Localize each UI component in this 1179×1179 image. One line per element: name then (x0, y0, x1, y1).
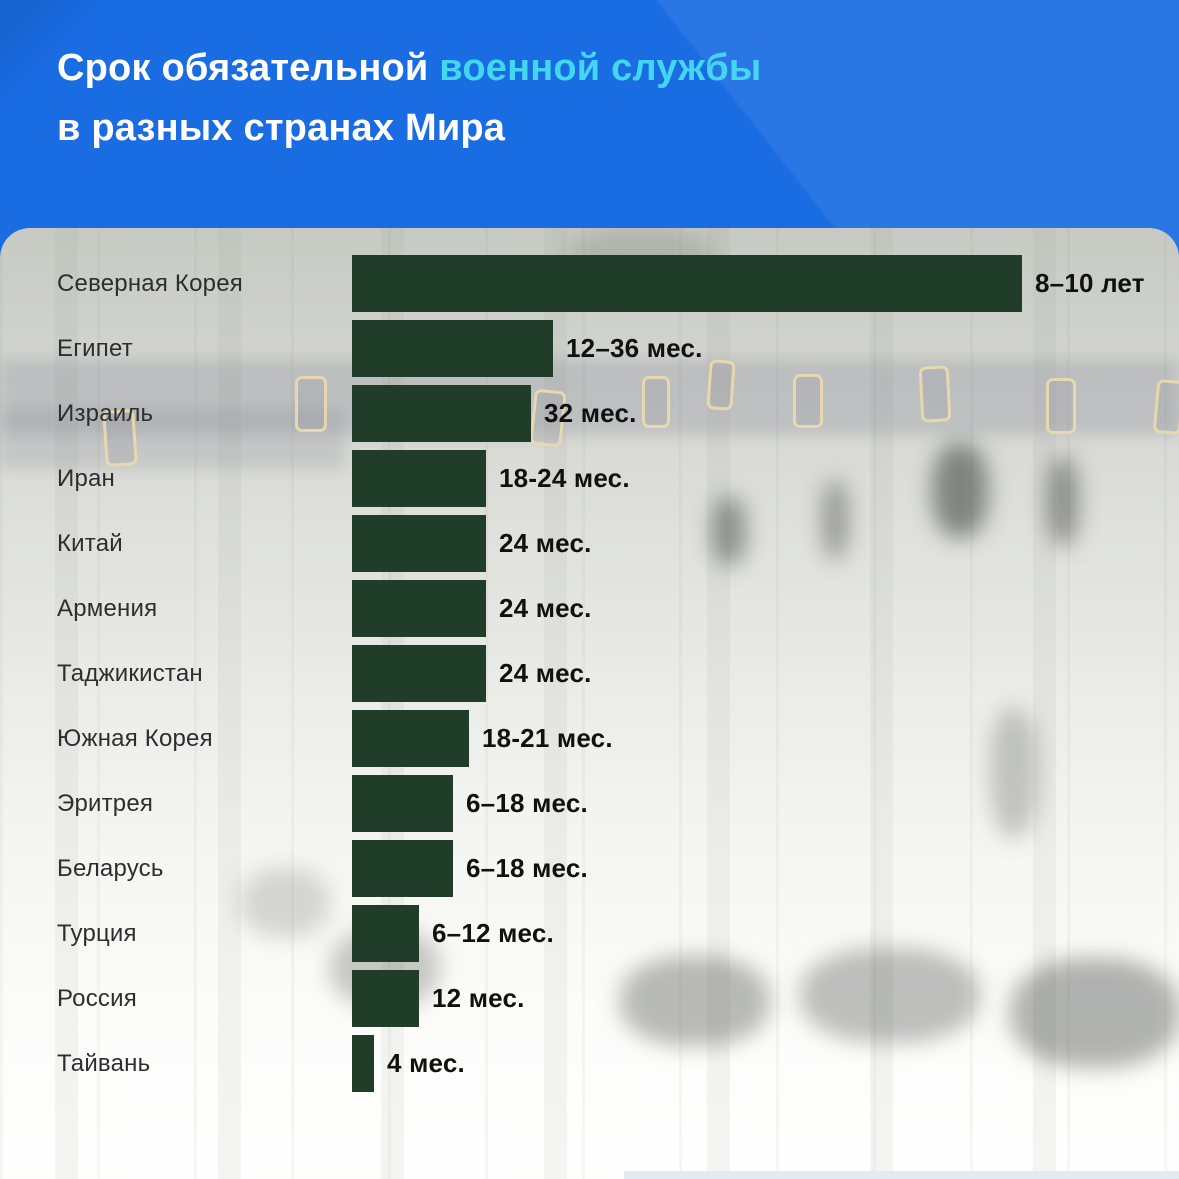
chart-card: Северная Корея 8–10 лет Египет 12–36 мес… (0, 228, 1179, 1179)
duration-bar (352, 710, 469, 767)
title-line2: в разных странах Мира (57, 107, 506, 149)
photo-streaks-decor (0, 228, 1179, 1179)
belt-buckle-decor (1046, 378, 1076, 434)
duration-value-label: 4 мес. (387, 1048, 465, 1078)
country-label: Россия (57, 984, 137, 1012)
chart-row: Северная Корея 8–10 лет (0, 251, 1179, 316)
duration-value-label: 12 мес. (432, 983, 525, 1013)
duration-bar (352, 970, 419, 1027)
belt-buckle-decor (642, 376, 670, 428)
country-label: Армения (57, 594, 158, 622)
duration-bar (352, 255, 1022, 312)
bar-area: 18-24 мес. (352, 450, 630, 507)
duration-value-label: 24 мес. (499, 528, 592, 558)
country-label: Эритрея (57, 789, 154, 817)
chart-row: Египет 12–36 мес. (0, 316, 1179, 381)
page-title: Срок обязательной военной службы в разны… (0, 0, 1179, 158)
belt-buckle-decor (295, 376, 327, 432)
bar-area: 24 мес. (352, 645, 592, 702)
duration-bar (352, 1035, 374, 1092)
boots-shadow-decor (620, 956, 770, 1046)
country-label: Южная Корея (57, 724, 213, 752)
country-label: Иран (57, 464, 115, 492)
chart-row: Южная Корея 18-21 мес. (0, 706, 1179, 771)
chart-row: Беларусь 6–18 мес. (0, 836, 1179, 901)
bar-area: 6–18 мес. (352, 775, 588, 832)
duration-value-label: 6–18 мес. (466, 788, 588, 818)
duration-bar (352, 840, 453, 897)
bar-area: 6–18 мес. (352, 840, 588, 897)
boots-shadow-decor (800, 948, 980, 1043)
duration-value-label: 24 мес. (499, 658, 592, 688)
duration-value-label: 32 мес. (544, 398, 637, 428)
chart-row: Тайвань 4 мес. (0, 1031, 1179, 1096)
bar-area: 24 мес. (352, 515, 592, 572)
chart-row: Эритрея 6–18 мес. (0, 771, 1179, 836)
country-label: Таджикистан (57, 659, 203, 687)
duration-value-label: 6–12 мес. (432, 918, 554, 948)
bar-area: 4 мес. (352, 1035, 465, 1092)
chart-row: Россия 12 мес. (0, 966, 1179, 1031)
belt-band-decor (0, 408, 345, 470)
country-label: Израиль (57, 399, 154, 427)
bar-area: 32 мес. (352, 385, 637, 442)
bar-area: 8–10 лет (352, 255, 1145, 312)
duration-bar (352, 450, 486, 507)
glove-shadow-decor (822, 480, 848, 560)
country-label: Китай (57, 529, 123, 557)
country-label: Египет (57, 334, 133, 362)
duration-value-label: 12–36 мес. (566, 333, 703, 363)
belt-buckle-decor (793, 374, 823, 428)
bar-chart: Северная Корея 8–10 лет Египет 12–36 мес… (0, 251, 1179, 1096)
duration-value-label: 8–10 лет (1035, 268, 1145, 298)
glove-shadow-decor (712, 496, 746, 566)
duration-bar (352, 515, 486, 572)
country-label: Турция (57, 919, 137, 947)
chart-row: Израиль 32 мес. (0, 381, 1179, 446)
country-label: Северная Корея (57, 269, 243, 297)
boots-shadow-decor (1010, 958, 1179, 1068)
chart-row: Турция 6–12 мес. (0, 901, 1179, 966)
country-label: Беларусь (57, 854, 164, 882)
duration-bar (352, 580, 486, 637)
chart-row: Иран 18-24 мес. (0, 446, 1179, 511)
duration-bar (352, 775, 453, 832)
duration-value-label: 24 мес. (499, 593, 592, 623)
boots-shadow-decor (240, 868, 330, 938)
bar-area: 24 мес. (352, 580, 592, 637)
chart-row: Армения 24 мес. (0, 576, 1179, 641)
belt-band-decor (0, 360, 1179, 435)
bottom-edge-strip-decor (624, 1171, 1179, 1179)
chart-row: Таджикистан 24 мес. (0, 641, 1179, 706)
country-label: Тайвань (57, 1049, 151, 1077)
bar-area: 18-21 мес. (352, 710, 613, 767)
header-banner: Срок обязательной военной службы в разны… (0, 0, 1179, 260)
legs-shadow-decor (990, 708, 1038, 838)
duration-bar (352, 645, 486, 702)
duration-value-label: 18-24 мес. (499, 463, 630, 493)
glove-shadow-decor (1048, 456, 1078, 546)
duration-value-label: 18-21 мес. (482, 723, 613, 753)
bar-area: 6–12 мес. (352, 905, 554, 962)
bar-area: 12 мес. (352, 970, 525, 1027)
duration-bar (352, 905, 419, 962)
title-part-plain: Срок обязательной (57, 47, 429, 89)
duration-value-label: 6–18 мес. (466, 853, 588, 883)
title-part-accent: военной службы (439, 47, 762, 89)
chart-row: Китай 24 мес. (0, 511, 1179, 576)
duration-bar (352, 320, 553, 377)
bar-area: 12–36 мес. (352, 320, 703, 377)
duration-bar (352, 385, 531, 442)
glove-shadow-decor (932, 443, 988, 538)
